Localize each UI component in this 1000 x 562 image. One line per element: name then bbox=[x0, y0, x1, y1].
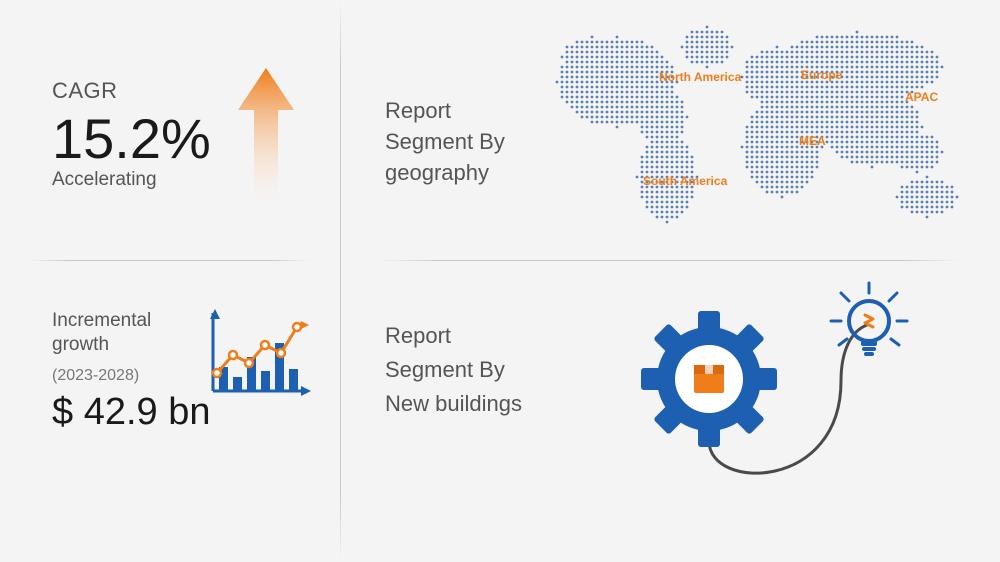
panel-incremental: Incremental growth (2023-2028) $ 42.9 bn bbox=[0, 261, 340, 562]
region-label: South America bbox=[643, 174, 727, 188]
region-label: MEA bbox=[799, 134, 826, 148]
region-label: North America bbox=[659, 70, 741, 84]
geography-label: Report Segment By geography bbox=[385, 96, 545, 260]
gear-bulb-icon bbox=[631, 271, 931, 501]
region-label: APAC bbox=[905, 90, 938, 104]
segment-label-l3: New buildings bbox=[385, 391, 522, 416]
geography-label-l2: Segment By bbox=[385, 129, 505, 154]
cagr-label: CAGR bbox=[52, 78, 340, 104]
infographic: CAGR 15.2% Accelerating Incremental grow… bbox=[0, 0, 1000, 562]
geography-label-l3: geography bbox=[385, 160, 489, 185]
incremental-label-l2: growth bbox=[52, 334, 109, 355]
segment-label-l1: Report bbox=[385, 323, 451, 348]
world-map-icon: North America Europe APAC MEA South America bbox=[539, 24, 969, 234]
panel-geography: Report Segment By geography North Americ… bbox=[341, 0, 1000, 260]
chart-icon bbox=[206, 309, 316, 399]
arrow-up-icon bbox=[238, 68, 294, 218]
cagr-trend: Accelerating bbox=[52, 169, 340, 191]
region-label: Europe bbox=[801, 68, 842, 82]
cagr-value: 15.2% bbox=[52, 106, 340, 171]
panel-cagr: CAGR 15.2% Accelerating bbox=[0, 0, 340, 260]
panel-segment: Report Segment By New buildings bbox=[341, 261, 1000, 562]
segment-label-l2: Segment By bbox=[385, 357, 505, 382]
geography-label-l1: Report bbox=[385, 98, 451, 123]
incremental-label-l1: Incremental bbox=[52, 310, 151, 331]
